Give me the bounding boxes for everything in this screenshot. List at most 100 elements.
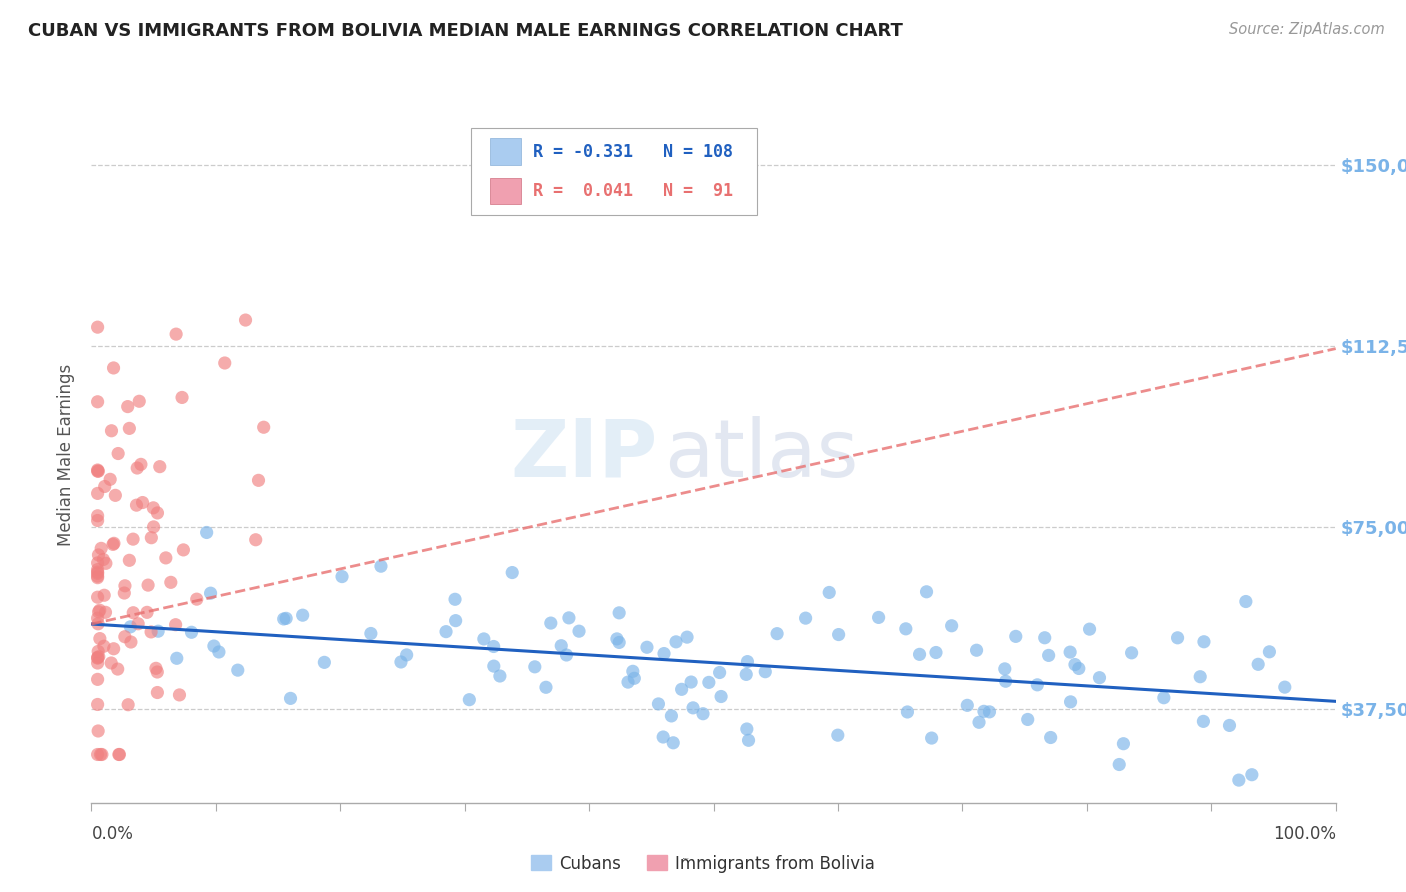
Point — [94, 557, 117, 571]
Point — [118, 553, 141, 567]
Point — [1153, 690, 1175, 705]
Point — [98, 472, 121, 486]
Point — [1274, 680, 1296, 694]
Point — [1039, 731, 1062, 745]
Point — [86, 569, 108, 583]
Point — [120, 620, 142, 634]
Point — [621, 665, 644, 679]
Point — [973, 704, 995, 718]
Point — [107, 446, 129, 460]
Point — [139, 624, 162, 639]
Point — [676, 630, 699, 644]
Point — [472, 632, 495, 646]
Point — [661, 709, 683, 723]
Point — [86, 571, 108, 585]
Point — [166, 651, 188, 665]
Point — [87, 605, 110, 619]
Point — [127, 461, 149, 475]
Point — [114, 579, 136, 593]
Point — [818, 585, 841, 599]
FancyBboxPatch shape — [471, 128, 756, 215]
Point — [87, 464, 110, 478]
Point — [395, 648, 418, 662]
Point — [273, 612, 295, 626]
Point — [146, 624, 169, 639]
Point — [652, 647, 675, 661]
Point — [89, 632, 111, 646]
Point — [925, 646, 948, 660]
Point — [558, 611, 581, 625]
Point — [93, 552, 115, 566]
Point — [956, 698, 979, 713]
Point — [617, 675, 640, 690]
Point — [100, 656, 122, 670]
Point — [145, 661, 167, 675]
Point — [245, 533, 267, 547]
Point — [122, 606, 145, 620]
Point — [1234, 594, 1257, 608]
Point — [117, 400, 139, 414]
Point — [86, 747, 108, 762]
Bar — [489, 178, 520, 204]
Point — [125, 498, 148, 512]
Point — [165, 617, 187, 632]
Point — [122, 532, 145, 546]
Point — [93, 588, 115, 602]
Point — [226, 663, 249, 677]
Point — [697, 675, 720, 690]
Point — [737, 655, 759, 669]
Point — [682, 701, 704, 715]
Point — [86, 651, 108, 665]
Point — [108, 747, 131, 762]
Point — [735, 722, 758, 736]
Point — [202, 639, 225, 653]
Point — [172, 542, 194, 557]
Point — [235, 313, 257, 327]
Text: 100.0%: 100.0% — [1272, 825, 1336, 843]
Point — [146, 506, 169, 520]
Point — [915, 584, 938, 599]
Point — [103, 361, 125, 376]
Text: #7ab3e8: #7ab3e8 — [682, 857, 689, 859]
Text: atlas: atlas — [664, 416, 858, 494]
Point — [652, 730, 675, 744]
Point — [146, 665, 169, 679]
Point — [118, 421, 141, 435]
Point — [967, 715, 990, 730]
Point — [482, 640, 505, 654]
Point — [1088, 671, 1111, 685]
Point — [607, 635, 630, 649]
Point — [647, 697, 669, 711]
Point — [108, 747, 131, 762]
Point — [994, 662, 1017, 676]
Point — [165, 327, 187, 342]
Point — [86, 320, 108, 334]
Point — [200, 586, 222, 600]
Point — [86, 556, 108, 570]
Point — [94, 605, 117, 619]
Point — [1033, 631, 1056, 645]
Point — [523, 660, 546, 674]
Point — [170, 391, 193, 405]
Point — [186, 592, 208, 607]
Point — [291, 608, 314, 623]
Point — [90, 747, 112, 762]
Point — [208, 645, 231, 659]
Point — [1067, 661, 1090, 675]
Point — [112, 586, 135, 600]
Text: 0.0%: 0.0% — [91, 825, 134, 843]
Point — [662, 736, 685, 750]
Text: R =  0.041   N =  91: R = 0.041 N = 91 — [533, 182, 733, 200]
Point — [979, 705, 1001, 719]
Point — [534, 681, 557, 695]
Point — [827, 728, 849, 742]
Point — [86, 563, 108, 577]
Point — [136, 605, 159, 619]
Point — [1121, 646, 1143, 660]
Point — [280, 691, 302, 706]
Point — [1108, 757, 1130, 772]
Point — [247, 474, 270, 488]
Point — [93, 479, 115, 493]
Point — [1247, 657, 1270, 672]
Point — [482, 659, 505, 673]
